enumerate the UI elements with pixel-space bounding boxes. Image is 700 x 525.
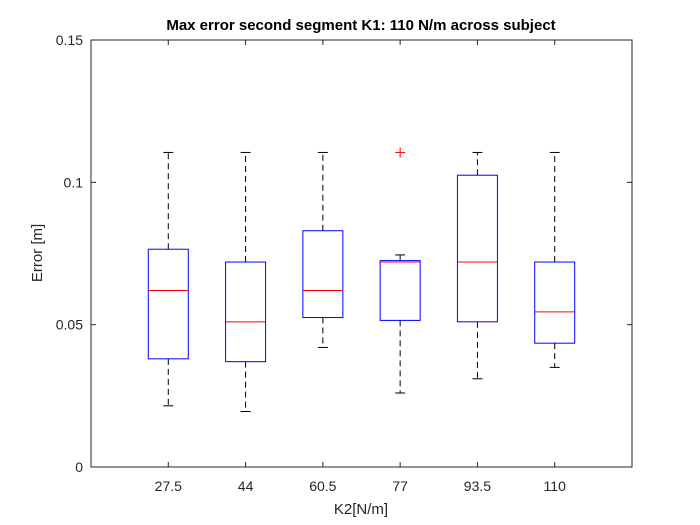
- x-axis-label: K2[N/m]: [334, 501, 388, 518]
- box-group: [534, 151, 576, 368]
- axes-layer: 0 0.05 0.1 0.15 27.5 44 60.5 77 93.5 110: [56, 32, 633, 494]
- chart-title: Max error second segment K1: 110 N/m acr…: [166, 17, 555, 34]
- box: [147, 248, 189, 360]
- box: [225, 261, 267, 363]
- x-tick-label: 27.5: [155, 478, 182, 494]
- boxes-layer: [147, 147, 576, 412]
- y-tick-label: 0.05: [56, 317, 83, 333]
- box: [456, 174, 498, 323]
- x-tick-label: 44: [238, 478, 254, 494]
- box-group: [456, 151, 498, 380]
- x-tick-label: 77: [392, 478, 408, 494]
- box: [302, 230, 344, 319]
- x-tick-label: 60.5: [309, 478, 336, 494]
- y-tick-label: 0.15: [56, 32, 83, 48]
- plot-area: [91, 40, 632, 467]
- box-group: [225, 151, 267, 412]
- box-group: [379, 147, 421, 394]
- box-group: [147, 151, 189, 407]
- axes-box: [90, 39, 633, 468]
- box: [379, 260, 421, 321]
- y-axis-label: Error [m]: [29, 224, 46, 282]
- x-tick-label: 110: [544, 478, 567, 494]
- outlier-marker: [395, 147, 406, 158]
- y-tick-label: 0.1: [64, 174, 84, 190]
- x-tick-label: 93.5: [464, 478, 491, 494]
- box: [534, 261, 576, 344]
- box-group: [302, 151, 344, 348]
- y-tick-label: 0: [75, 459, 83, 475]
